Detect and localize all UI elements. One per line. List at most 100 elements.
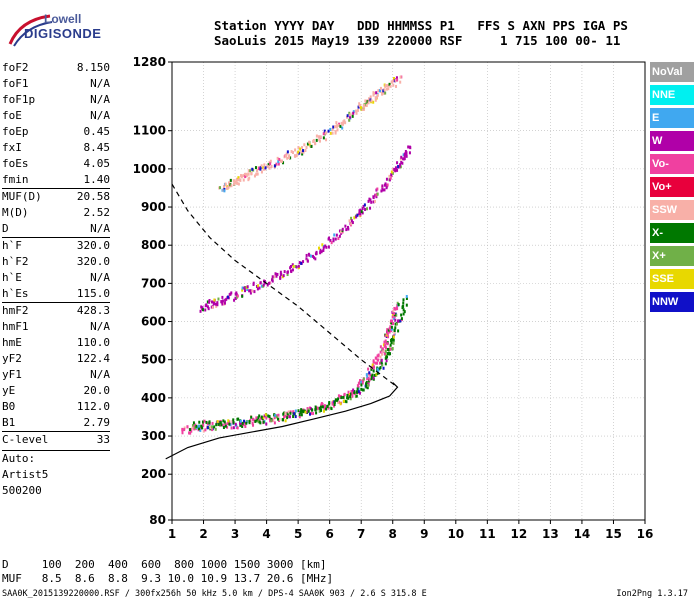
echo-point: [376, 371, 379, 375]
echo-point: [302, 260, 305, 264]
echo-point: [251, 167, 254, 171]
echo-point: [330, 241, 333, 245]
echo-point: [198, 427, 201, 431]
echo-point: [386, 328, 389, 332]
echo-point: [265, 416, 268, 420]
echo-point: [314, 408, 317, 412]
echo-point: [400, 160, 403, 164]
echo-point: [345, 400, 348, 404]
echo-point: [317, 135, 320, 139]
echo-point: [400, 313, 403, 317]
echo-point: [273, 413, 276, 417]
echo-point: [202, 429, 205, 433]
echo-point: [273, 164, 276, 168]
echo-point: [349, 395, 352, 399]
echo-point: [281, 418, 284, 422]
echo-point: [271, 275, 274, 279]
echo-point: [295, 265, 298, 269]
echo-point: [322, 132, 325, 136]
echo-point: [333, 400, 336, 404]
echo-point: [314, 405, 317, 409]
echo-point: [244, 172, 247, 176]
header-line1: Station YYYY DAY DDD HHMMSS P1 FFS S AXN…: [214, 18, 628, 33]
param-name: B1: [2, 416, 16, 429]
echo-point: [327, 406, 330, 410]
echo-point: [270, 164, 273, 168]
echo-point: [392, 83, 395, 87]
y-tick-label: 900: [141, 200, 166, 214]
echo-point: [274, 414, 277, 418]
echo-point: [289, 266, 292, 270]
echo-point: [386, 347, 389, 351]
param-row: B1 2.79: [2, 415, 110, 431]
echo-point: [298, 415, 301, 419]
echo-point: [221, 188, 224, 192]
echo-point: [358, 391, 361, 395]
echo-point: [380, 189, 383, 193]
echo-point: [405, 294, 408, 298]
echo-point: [339, 124, 342, 128]
echo-point: [211, 300, 214, 304]
echo-point: [390, 341, 393, 345]
echo-point: [329, 131, 332, 135]
echo-point: [274, 272, 277, 276]
echo-point: [251, 421, 254, 425]
echo-point: [277, 417, 280, 421]
echo-point: [329, 238, 332, 242]
echo-point: [365, 380, 368, 384]
echo-point: [367, 372, 370, 376]
echo-point: [244, 289, 247, 293]
echo-point: [256, 287, 259, 291]
echo-point: [375, 372, 378, 376]
param-row: hmF2 428.3: [2, 302, 110, 319]
echo-point: [186, 425, 189, 429]
x-tick-label: 7: [357, 527, 365, 541]
echo-point: [183, 426, 186, 430]
echo-point: [237, 182, 240, 186]
echo-point: [368, 371, 371, 375]
echo-point: [206, 300, 209, 304]
echo-point: [319, 248, 322, 252]
echo-point: [213, 425, 216, 429]
echo-point: [375, 91, 378, 95]
param-value: 20.58: [76, 190, 110, 203]
echo-point: [308, 140, 311, 144]
echo-point: [331, 128, 334, 132]
echo-point: [386, 84, 389, 88]
echo-point: [385, 334, 388, 338]
echo-point: [374, 361, 377, 365]
echo-point: [376, 192, 379, 196]
echo-point: [365, 373, 368, 377]
echo-point: [395, 84, 398, 88]
true-height-profile: [165, 382, 399, 460]
echo-point: [377, 369, 380, 373]
echo-point: [339, 402, 342, 406]
echo-point: [373, 199, 376, 203]
plot-frame: [171, 61, 646, 521]
echo-point: [361, 211, 364, 215]
echo-point: [388, 327, 391, 331]
echo-point: [388, 347, 391, 351]
param-row: MUF(D) 20.58: [2, 188, 110, 205]
echo-point: [239, 419, 242, 423]
echo-point: [208, 299, 211, 303]
echo-point: [315, 138, 318, 142]
echo-point: [191, 426, 194, 430]
param-row: fxI 8.45: [2, 140, 110, 156]
param-row: foF1 N/A: [2, 76, 110, 92]
echo-point: [211, 421, 214, 425]
y-tick-label: 200: [141, 467, 166, 481]
x-tick-label: 4: [262, 527, 270, 541]
echo-point: [229, 178, 232, 182]
echo-point: [230, 184, 233, 188]
echo-point: [376, 93, 379, 97]
echo-point: [320, 403, 323, 407]
echo-point: [284, 154, 287, 158]
legend-item-w: W: [650, 131, 694, 151]
echo-point: [393, 328, 396, 332]
echo-point: [283, 411, 286, 415]
echo-point: [367, 367, 370, 371]
echo-point: [181, 431, 184, 435]
echo-point: [312, 139, 315, 143]
echo-point: [333, 402, 336, 406]
